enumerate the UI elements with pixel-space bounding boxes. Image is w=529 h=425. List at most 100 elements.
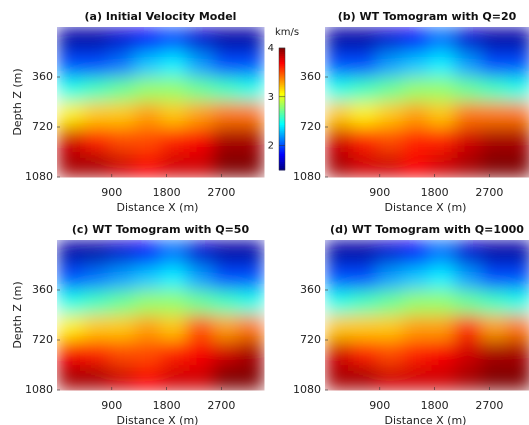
x-tick-label: 2700 (207, 399, 235, 412)
colorbar-swatch (279, 80, 285, 84)
panel-title: (c) WT Tomogram with Q=50 (72, 223, 250, 236)
heat-cell (428, 152, 455, 178)
heat-cell (238, 340, 265, 366)
heat-cell (376, 240, 404, 266)
heat-cell (428, 365, 455, 391)
colorbar-swatch (279, 86, 285, 90)
heat-cell (428, 290, 455, 316)
heat-cell (480, 52, 507, 78)
heat-cell (82, 240, 110, 266)
heat-cell (108, 365, 136, 391)
heatmap-image (57, 240, 265, 391)
y-tick-label: 720 (300, 120, 321, 133)
heat-cell (506, 265, 529, 291)
heat-cell (57, 27, 84, 53)
heatmap-image (57, 27, 265, 178)
colorbar-swatch (279, 115, 285, 118)
heat-cell (186, 52, 213, 78)
heat-cell (57, 365, 84, 391)
heat-cell (480, 265, 507, 291)
heat-cell (57, 240, 84, 266)
heat-cell (350, 27, 378, 53)
heat-cell (506, 152, 529, 178)
y-tick-label: 1080 (293, 170, 321, 183)
heat-cell (480, 152, 507, 178)
heat-cell (454, 102, 481, 128)
colorbar-swatch (279, 52, 285, 55)
y-tick-label: 360 (32, 70, 53, 83)
heat-cell (57, 340, 84, 366)
heat-cell (325, 127, 352, 153)
colorbar-swatch (279, 161, 285, 165)
heat-cell (325, 265, 352, 291)
heat-cell (212, 340, 239, 366)
y-tick-label: 720 (32, 333, 53, 346)
heat-cell (238, 152, 265, 178)
colorbar-swatch (279, 165, 285, 169)
heat-cell (350, 127, 378, 153)
heat-cell (428, 27, 455, 53)
heat-cell (376, 127, 404, 153)
heat-cell (506, 340, 529, 366)
heat-cell (134, 52, 161, 78)
heat-cell (108, 315, 136, 341)
colorbar-swatch (279, 145, 285, 149)
colorbar-swatch (279, 54, 285, 57)
heat-cell (480, 77, 507, 103)
colorbar-swatch (279, 117, 285, 120)
heat-cell (454, 290, 481, 316)
heat-cell (82, 152, 110, 178)
heat-cell (325, 365, 352, 391)
heat-cell (428, 265, 455, 291)
heat-cell (82, 315, 110, 341)
y-tick-label: 720 (32, 120, 53, 133)
heat-cell (325, 340, 352, 366)
colorbar-swatch (279, 113, 285, 116)
heat-cell (506, 27, 529, 53)
heat-cell (480, 315, 507, 341)
heat-cell (212, 290, 239, 316)
heat-cell (238, 77, 265, 103)
heat-cell (428, 77, 455, 103)
heat-cell (238, 240, 265, 266)
heat-cell (238, 290, 265, 316)
heat-cell (428, 315, 455, 341)
heat-cell (108, 52, 136, 78)
heat-cell (108, 102, 136, 128)
heat-cell (212, 265, 239, 291)
colorbar-swatch (279, 111, 285, 114)
panel-title: (d) WT Tomogram with Q=1000 (330, 223, 524, 236)
heat-cell (134, 27, 161, 53)
colorbar-swatch (279, 78, 285, 82)
colorbar-swatch (279, 139, 285, 143)
colorbar-swatch (279, 141, 285, 145)
heat-cell (186, 315, 213, 341)
heat-cell (186, 102, 213, 128)
heat-cell (402, 365, 429, 391)
colorbar-label: km/s (275, 27, 299, 38)
y-tick-label: 360 (32, 283, 53, 296)
heat-cell (454, 77, 481, 103)
y-tick-label: 1080 (293, 383, 321, 396)
colorbar-swatch (279, 76, 285, 79)
x-axis-label: Distance X (m) (117, 201, 199, 214)
heat-cell (325, 27, 352, 53)
colorbar-swatch (279, 159, 285, 163)
heat-cell (82, 265, 110, 291)
colorbar-swatch (279, 147, 285, 151)
colorbar-tick-label: 4 (268, 43, 274, 54)
heat-cell (325, 77, 352, 103)
y-tick-label: 360 (300, 70, 321, 83)
heat-cell (108, 27, 136, 53)
heat-cell (108, 127, 136, 153)
y-tick-label: 1080 (25, 170, 53, 183)
heat-cell (428, 240, 455, 266)
x-tick-label: 1800 (421, 399, 449, 412)
heat-cell (212, 52, 239, 78)
heat-cell (82, 340, 110, 366)
heat-cell (480, 240, 507, 266)
colorbar-swatch (279, 123, 285, 126)
heat-cell (325, 152, 352, 178)
x-axis-label: Distance X (m) (385, 201, 467, 214)
heat-cell (238, 365, 265, 391)
